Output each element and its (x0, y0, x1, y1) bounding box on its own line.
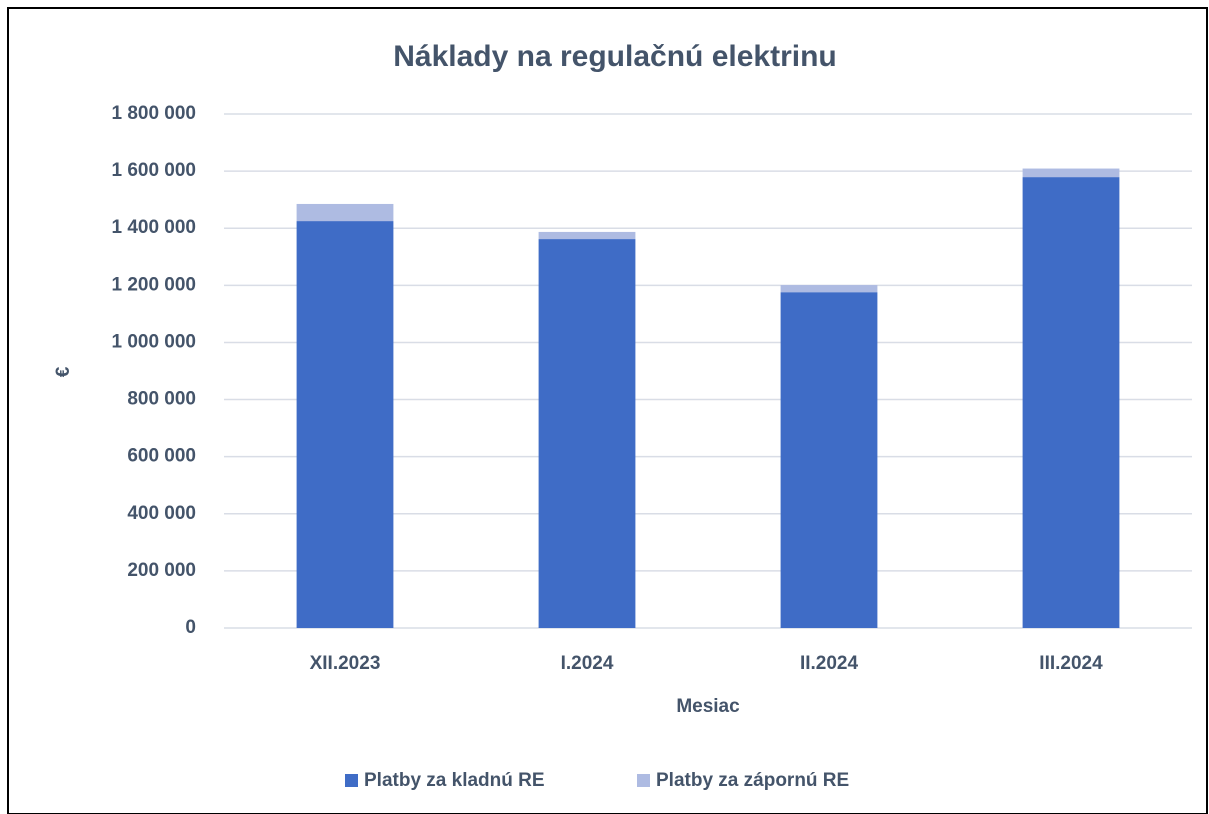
y-axis-label: € (53, 366, 74, 377)
y-tick-label: 400 000 (127, 503, 196, 524)
bar-segment (1022, 177, 1120, 628)
bar-segment (538, 239, 636, 628)
x-tick-label: III.2024 (1039, 653, 1103, 674)
y-tick-label: 1 600 000 (111, 160, 196, 181)
y-tick-label: 1 800 000 (111, 103, 196, 124)
x-tick-label: XII.2023 (310, 653, 381, 674)
bar-segment (538, 231, 636, 240)
legend-swatch (637, 774, 650, 787)
bar-segment (780, 292, 878, 628)
legend-swatch (345, 774, 358, 787)
bar-segment (296, 203, 394, 222)
y-tick-label: 0 (185, 617, 196, 638)
y-tick-label: 600 000 (127, 446, 196, 467)
bar-segment (780, 285, 878, 293)
y-tick-label: 800 000 (127, 389, 196, 410)
legend-label: Platby za zápornú RE (656, 770, 849, 791)
x-axis-label: Mesiac (676, 696, 740, 717)
y-tick-label: 1 200 000 (111, 274, 196, 295)
y-tick-label: 1 000 000 (111, 331, 196, 352)
x-tick-label: II.2024 (800, 653, 859, 674)
x-tick-label: I.2024 (561, 653, 614, 674)
legend-label: Platby za kladnú RE (364, 770, 545, 791)
y-tick-label: 1 400 000 (111, 217, 196, 238)
y-tick-label: 200 000 (127, 560, 196, 581)
bar-segment (1022, 168, 1120, 178)
bar-segment (296, 221, 394, 629)
chart-title: Náklady na regulačnú elektrinu (393, 40, 836, 73)
